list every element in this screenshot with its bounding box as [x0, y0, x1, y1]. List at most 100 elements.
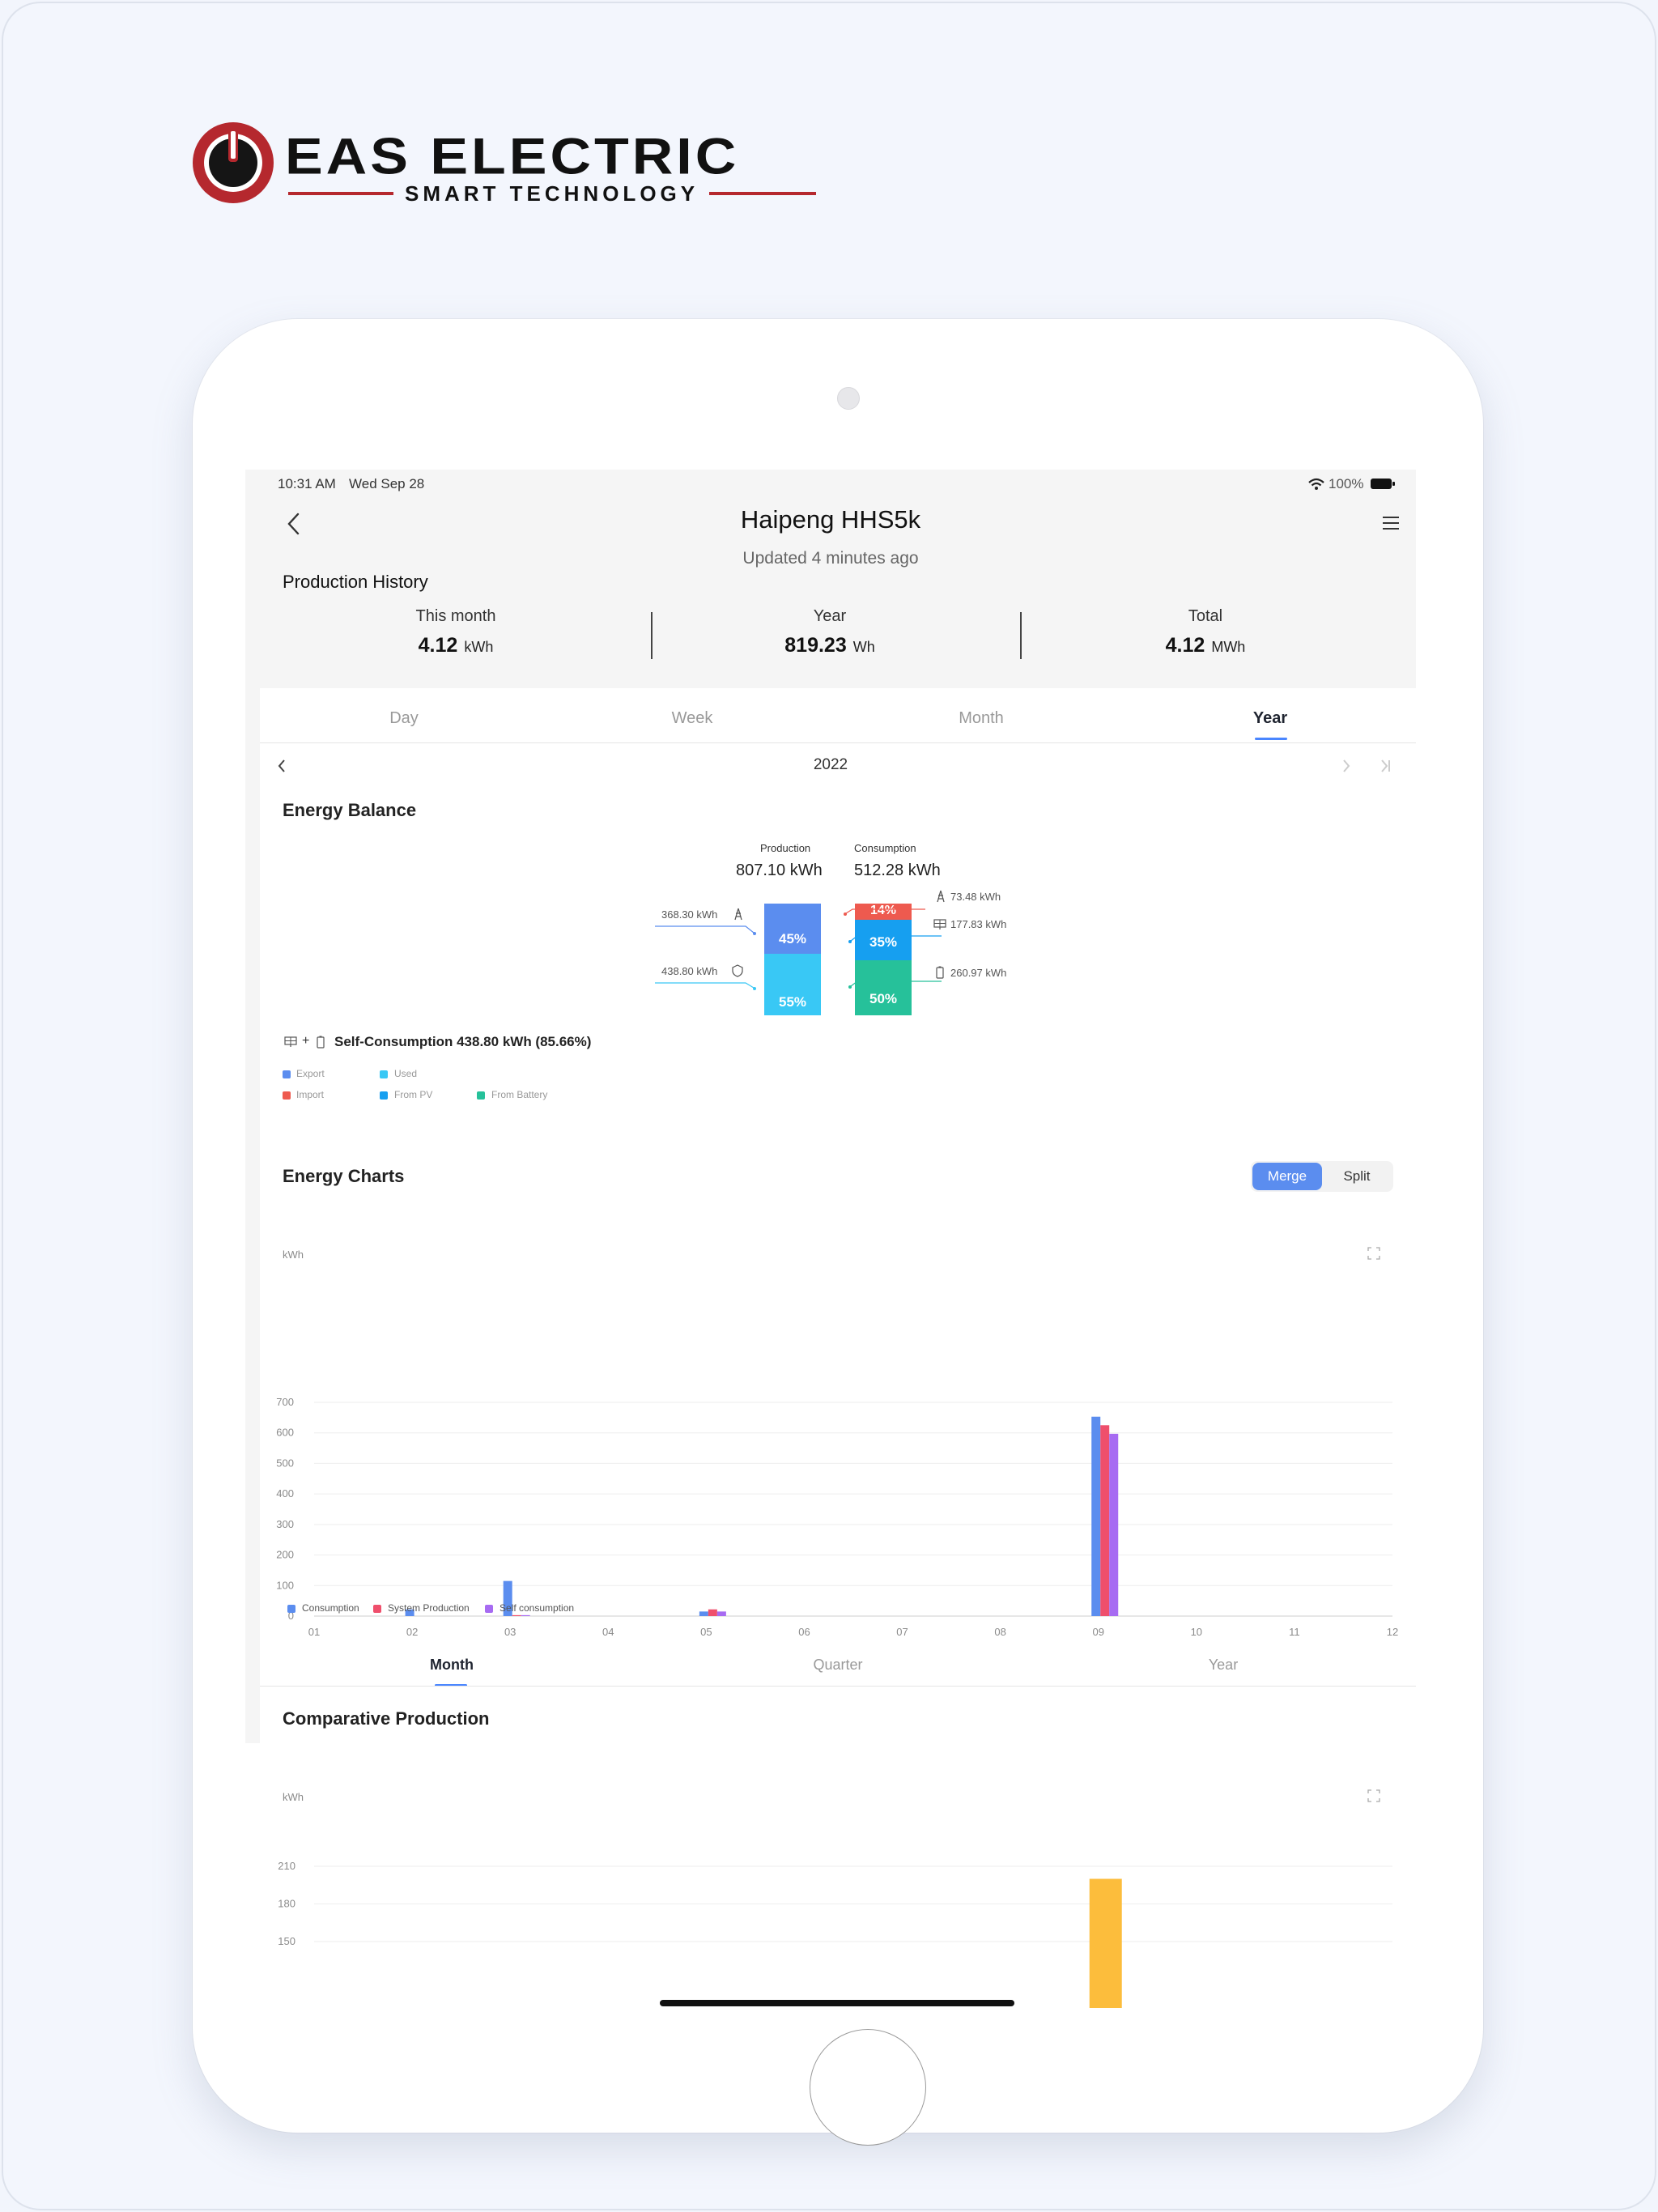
chevron-left-icon[interactable] [286, 512, 302, 536]
y-tick-label: 600 [276, 1427, 294, 1439]
stat-unit: kWh [464, 639, 494, 655]
y-tick-label: 400 [276, 1487, 294, 1499]
y-tick-label: 300 [276, 1518, 294, 1530]
tab-active-indicator [1255, 738, 1287, 740]
y-tick-label: 500 [276, 1457, 294, 1469]
bar-self-consumption [716, 1611, 726, 1616]
bar-system-production [708, 1609, 717, 1616]
chart-unit-label: kWh [283, 1249, 304, 1261]
x-tick-label: 09 [1092, 1626, 1103, 1638]
hamburger-menu-icon[interactable] [1382, 515, 1400, 531]
production-history-title: Production History [283, 572, 428, 592]
stat-value: 819.23 [784, 634, 847, 657]
legend-swatch [373, 1605, 381, 1613]
y-tick-label: 700 [276, 1396, 294, 1408]
energy-balance-title: Energy Balance [283, 800, 417, 820]
svg-text:SMART TECHNOLOGY: SMART TECHNOLOGY [405, 181, 699, 206]
tab-chart-year[interactable]: Year [1208, 1657, 1239, 1673]
consumption-total: 512.28 kWh [854, 861, 941, 879]
stat-value: 4.12 [1165, 634, 1205, 657]
plus-sign: + [302, 1034, 310, 1048]
y-tick-label: 200 [276, 1549, 294, 1561]
production-total: 807.10 kWh [736, 861, 823, 879]
bottom-tab-divider [260, 1686, 1416, 1687]
bar-consumption [503, 1580, 512, 1616]
stat-unit: MWh [1211, 639, 1246, 655]
tab-divider [260, 742, 1416, 743]
x-tick-label: 08 [994, 1626, 1005, 1638]
energy-charts-title: Energy Charts [283, 1166, 405, 1186]
from-battery-segment [855, 960, 912, 1015]
grid-tower-icon [937, 890, 945, 903]
export-segment [764, 904, 821, 954]
export-kwh-label: 368.30 kWh [661, 908, 718, 921]
svg-text:EAS ELECTRIC: EAS ELECTRIC [285, 129, 739, 185]
battery-storage-icon [317, 1036, 325, 1049]
comparative-bar-chart: 150 180 210 [278, 1860, 1392, 2008]
legend-export: Export [296, 1068, 325, 1079]
used-kwh-label: 438.80 kWh [661, 965, 718, 977]
legend-from-battery: From Battery [491, 1089, 548, 1100]
bar-consumption [699, 1611, 708, 1616]
home-indicator [660, 2000, 1014, 2006]
bar-system-production [1100, 1425, 1110, 1616]
legend-import: Import [296, 1089, 325, 1100]
energy-bar-chart: 0 100 200 300 400 500 600 700 01 02 03 04 05 06 07 08 09… [276, 1396, 1398, 1638]
tab-day[interactable]: Day [389, 709, 419, 727]
x-tick-label: 04 [602, 1626, 614, 1638]
stat-label: Year [813, 607, 847, 625]
header-background [245, 470, 1416, 688]
from-pv-kwh-label: 177.83 kWh [950, 918, 1007, 930]
split-button[interactable]: Split [1343, 1168, 1371, 1184]
stat-this-month: This month 4.12 kWh [375, 607, 537, 657]
period-label: 2022 [813, 756, 848, 773]
import-segment [855, 904, 912, 920]
stat-divider [1020, 612, 1022, 659]
tab-chart-month[interactable]: Month [430, 1657, 474, 1673]
battery-storage-icon [936, 966, 944, 979]
fullscreen-icon[interactable] [1367, 1247, 1380, 1260]
tab-month[interactable]: Month [959, 709, 1004, 727]
from-battery-percent: 50% [869, 991, 898, 1006]
bar-system-production [512, 1614, 521, 1616]
wifi-icon [1308, 478, 1324, 490]
chart-unit-label: kWh [283, 1791, 304, 1803]
left-gutter [245, 688, 260, 1743]
tab-week[interactable]: Week [671, 709, 713, 727]
y-tick-label: 210 [278, 1860, 295, 1872]
tab-chart-quarter[interactable]: Quarter [813, 1657, 863, 1673]
bar-comparative-production [1089, 1878, 1122, 2008]
stat-label: Total [1188, 607, 1223, 625]
from-battery-kwh-label: 260.97 kWh [950, 967, 1007, 979]
stat-divider [651, 612, 653, 659]
stat-year: Year 819.23 Wh [749, 607, 911, 657]
merge-button[interactable]: Merge [1252, 1163, 1322, 1190]
legend-swatch [477, 1091, 485, 1100]
y-tick-label: 180 [278, 1898, 295, 1910]
used-segment [764, 954, 821, 1015]
x-tick-label: 07 [896, 1626, 908, 1638]
page-title: Haipeng HHS5k [740, 505, 921, 534]
previous-period-icon[interactable] [276, 758, 287, 774]
x-tick-label: 06 [798, 1626, 810, 1638]
app-screen: 10:31 AM Wed Sep 28 100% Haipeng HHS5k U… [245, 470, 1416, 2008]
stat-total: Total 4.12 MWh [1124, 607, 1286, 657]
battery-icon [1371, 479, 1395, 489]
eas-electric-logo: EAS ELECTRIC SMART TECHNOLOGY [193, 122, 816, 206]
x-tick-label: 11 [1289, 1626, 1300, 1638]
legend-swatch [283, 1091, 291, 1100]
fullscreen-icon[interactable] [1367, 1789, 1380, 1802]
front-camera [837, 387, 860, 410]
bar-self-consumption [521, 1614, 530, 1616]
export-percent: 45% [778, 931, 807, 946]
x-tick-label: 03 [504, 1626, 516, 1638]
home-button[interactable] [810, 2029, 926, 2146]
legend-swatch [283, 1070, 291, 1078]
legend-used: Used [394, 1068, 418, 1079]
last-period-icon[interactable] [1380, 758, 1392, 774]
stat-value: 4.12 [418, 634, 458, 657]
next-period-icon[interactable] [1341, 758, 1352, 774]
import-kwh-label: 73.48 kWh [950, 891, 1001, 903]
tab-year[interactable]: Year [1252, 709, 1288, 727]
bottom-tab-indicator [435, 1684, 467, 1687]
